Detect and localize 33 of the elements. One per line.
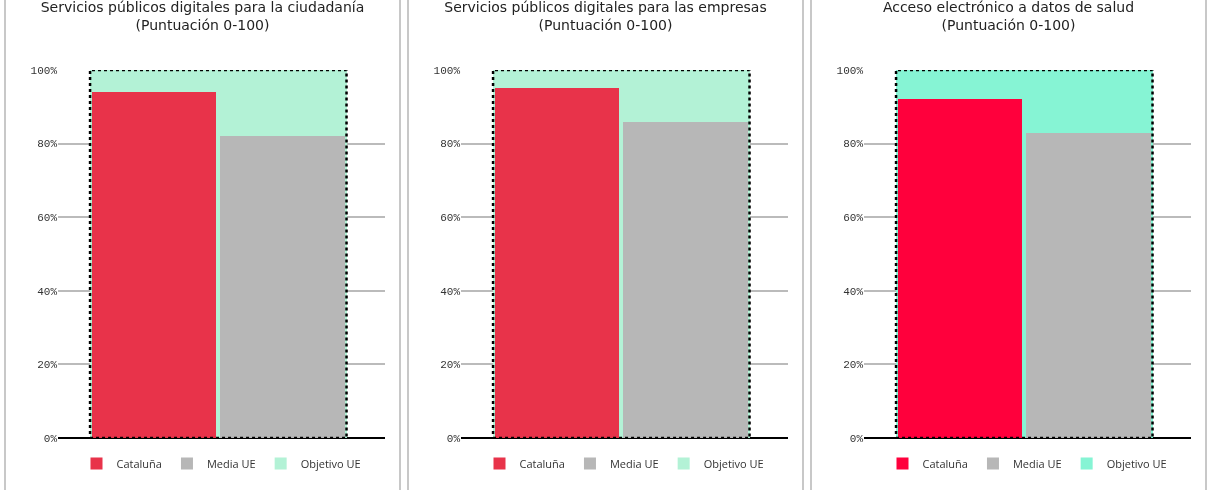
y-tick-label: 0% (43, 432, 58, 445)
y-tick-label: 100% (836, 64, 864, 77)
legend-label: Cataluña (922, 455, 968, 471)
y-tick-label: 0% (849, 432, 864, 445)
legend-label: Cataluña (116, 455, 162, 471)
legend-label: Media UE (206, 455, 256, 471)
chart-title: Acceso electrónico a datos de salud (Puntuación 0-100) (882, 0, 1135, 34)
y-tick-label: 80% (843, 138, 864, 151)
bar (220, 136, 345, 438)
legend-label: Objetivo UE (300, 455, 361, 471)
y-tick-label: 80% (440, 138, 461, 151)
legend-label: Media UE (609, 455, 659, 471)
legend-label: Media UE (1012, 455, 1062, 471)
bar (1026, 132, 1151, 438)
y-tick-label: 100% (433, 64, 461, 77)
y-tick-label: 80% (37, 138, 58, 151)
y-tick-label: 20% (843, 359, 864, 372)
legend-label: Objetivo UE (703, 455, 764, 471)
bar (623, 121, 748, 438)
y-tick-label: 20% (440, 359, 461, 372)
legend-label: Cataluña (519, 455, 565, 471)
y-tick-label: 60% (440, 212, 461, 225)
chart-title: Servicios públicos digitales para la ciudadanía (Puntuación 0-100) (40, 0, 365, 34)
y-tick-label: 40% (843, 285, 864, 298)
y-tick-label: 60% (843, 212, 864, 225)
y-tick-label: 100% (30, 64, 58, 77)
y-tick-label: 40% (440, 285, 461, 298)
legend-label: Objetivo UE (1106, 455, 1167, 471)
y-tick-label: 0% (446, 432, 461, 445)
y-tick-label: 20% (37, 359, 58, 372)
y-tick-label: 60% (37, 212, 58, 225)
chart-title: Servicios públicos digitales para las empresas (Puntuación 0-100) (444, 0, 767, 34)
y-tick-label: 40% (37, 285, 58, 298)
